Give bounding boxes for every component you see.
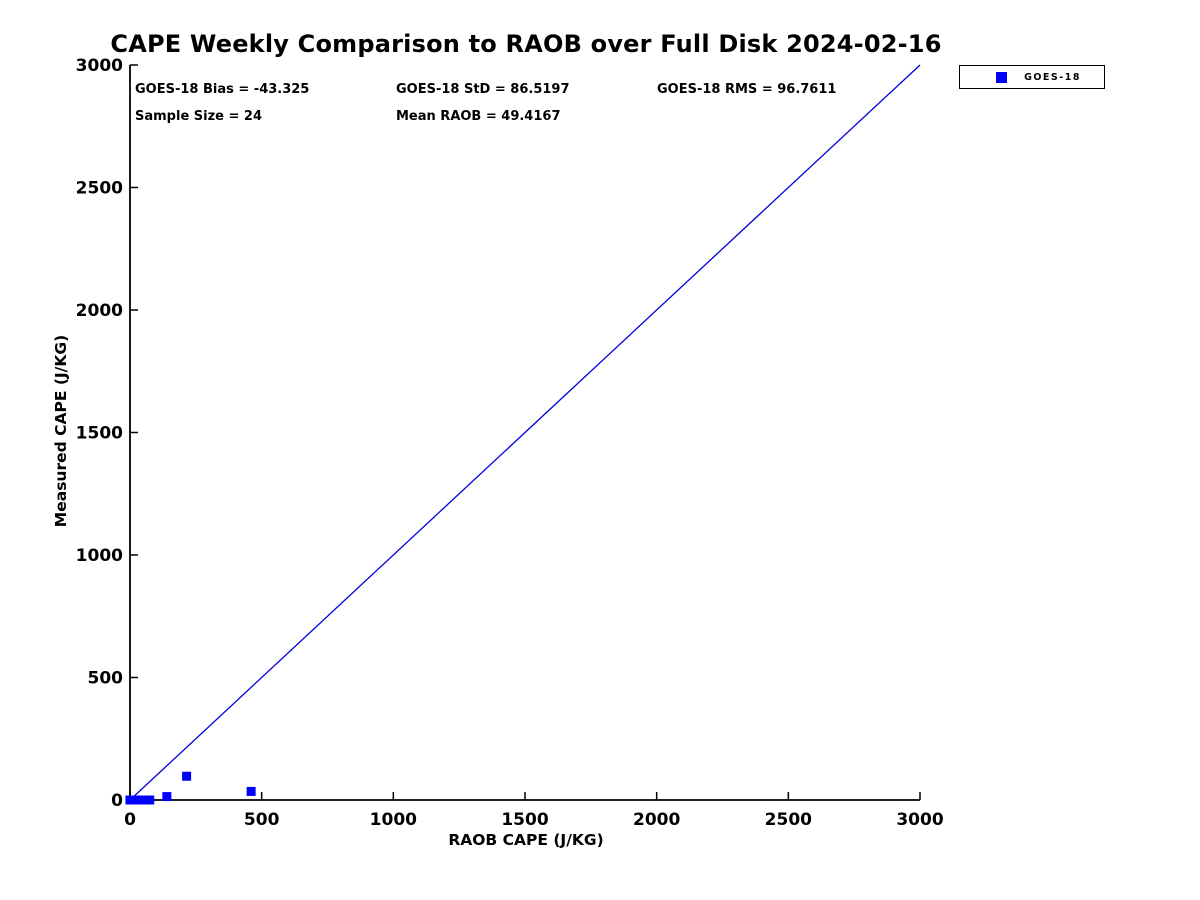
identity-line bbox=[129, 64, 921, 801]
data-point-marker bbox=[182, 771, 192, 781]
y-tick-label: 1000 bbox=[76, 546, 123, 566]
y-tick-label: 3000 bbox=[76, 56, 123, 76]
legend-label: GOES-18 bbox=[1024, 71, 1081, 83]
y-tick-label: 2500 bbox=[76, 179, 123, 199]
x-tick-label: 3000 bbox=[896, 810, 943, 830]
stat-rms: GOES-18 RMS = 96.7611 bbox=[657, 82, 837, 97]
stat-sample-size: Sample Size = 24 bbox=[135, 109, 263, 124]
x-tick-label: 1000 bbox=[370, 810, 417, 830]
y-axis-label: Measured CAPE (J/KG) bbox=[52, 334, 70, 528]
x-tick-label: 500 bbox=[244, 810, 280, 830]
data-point-marker bbox=[162, 792, 172, 802]
data-point-marker bbox=[246, 786, 256, 796]
data-point-marker bbox=[145, 795, 155, 805]
y-tick-label: 2000 bbox=[76, 301, 123, 321]
x-tick-label: 1500 bbox=[501, 810, 548, 830]
legend-marker-square bbox=[996, 71, 1007, 83]
data-point-marker bbox=[136, 795, 146, 805]
y-tick-label: 1500 bbox=[76, 424, 123, 444]
y-tick-label: 0 bbox=[111, 791, 123, 811]
x-tick-label: 2000 bbox=[633, 810, 680, 830]
chart-title: CAPE Weekly Comparison to RAOB over Full… bbox=[110, 30, 942, 58]
x-tick-label: 2500 bbox=[765, 810, 812, 830]
y-tick-label: 500 bbox=[88, 669, 124, 689]
legend: GOES-18 bbox=[959, 65, 1105, 89]
x-axis-label: RAOB CAPE (J/KG) bbox=[448, 831, 604, 849]
x-tick-label: 0 bbox=[124, 810, 136, 830]
stat-std: GOES-18 StD = 86.5197 bbox=[396, 82, 570, 97]
stat-bias: GOES-18 Bias = -43.325 bbox=[135, 82, 310, 97]
stat-mean-raob: Mean RAOB = 49.4167 bbox=[396, 109, 561, 124]
